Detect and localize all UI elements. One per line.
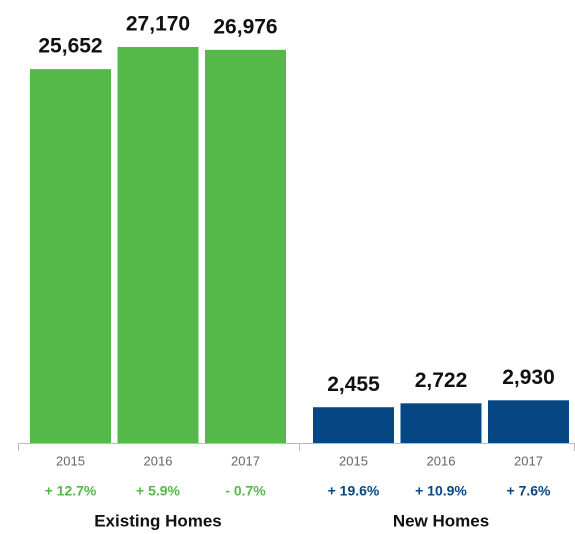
change-label: + 12.7% (45, 483, 97, 499)
value-label: 2,455 (327, 373, 380, 396)
x-tick-label: 2017 (514, 453, 543, 468)
value-label: 2,722 (415, 369, 468, 392)
value-label: 27,170 (126, 13, 190, 36)
x-tick-label: 2015 (339, 453, 368, 468)
group-title: New Homes (393, 511, 489, 530)
change-label: + 19.6% (328, 483, 380, 499)
bar (313, 407, 394, 443)
bar (400, 403, 482, 443)
x-tick-label: 2016 (144, 453, 173, 468)
value-label: 26,976 (213, 15, 277, 38)
bar (30, 69, 111, 443)
x-tick-label: 2015 (56, 453, 85, 468)
change-label: + 7.6% (507, 483, 552, 499)
x-tick-label: 2016 (427, 453, 456, 468)
change-label: + 10.9% (415, 483, 467, 499)
change-label: + 5.9% (136, 483, 181, 499)
x-tick-label: 2017 (231, 453, 260, 468)
bar (117, 47, 199, 443)
value-label: 25,652 (38, 35, 102, 58)
group-title: Existing Homes (94, 511, 222, 530)
value-label: 2,930 (502, 366, 555, 389)
bar (205, 49, 286, 444)
bar (488, 400, 569, 443)
change-label: - 0.7% (225, 483, 266, 499)
